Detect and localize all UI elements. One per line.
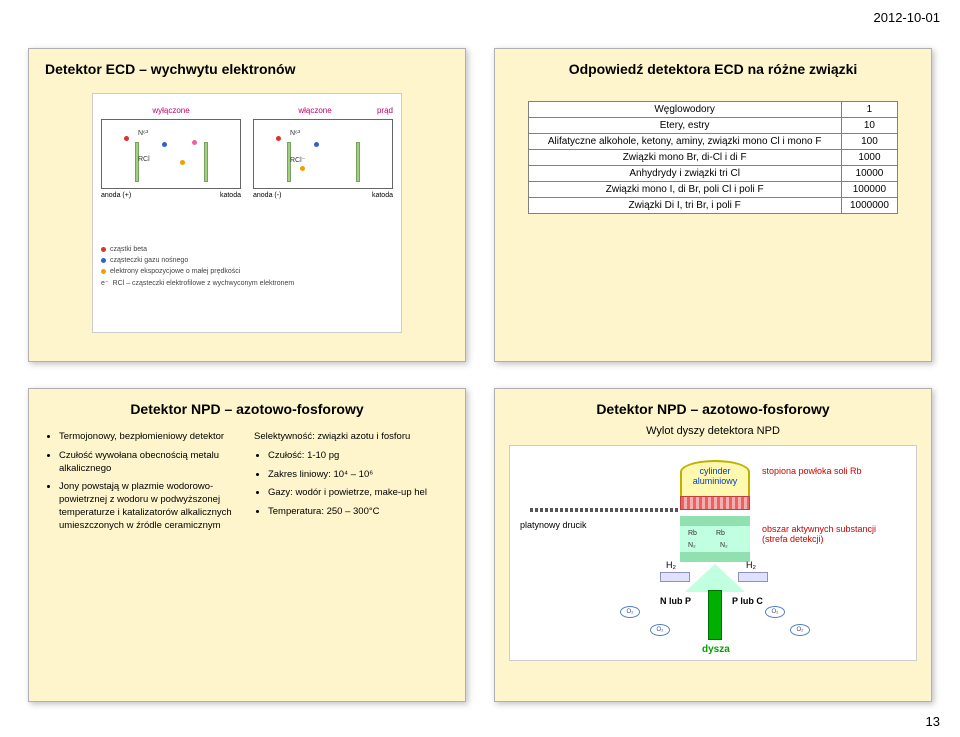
anode-label: anoda (+)	[101, 192, 131, 199]
o2-cloud-icon: O₂	[650, 624, 670, 636]
active-zone: Rb Rb N₂ N₂	[680, 516, 750, 562]
table-cell: 100	[841, 134, 898, 150]
legend-dot-icon	[101, 258, 106, 263]
table-row: Związki Di I, tri Br, i poli F1000000	[528, 198, 898, 214]
slide-title: Odpowiedź detektora ECD na różne związki	[495, 49, 931, 85]
nozzle-stem	[708, 590, 722, 640]
cone-shape	[685, 564, 745, 592]
table-row: Anhydrydy i związki tri Cl10000	[528, 166, 898, 182]
e-dot-icon	[300, 166, 305, 171]
table-cell: 1	[841, 102, 898, 118]
cathode-label: katoda	[220, 192, 241, 199]
electrode	[204, 142, 208, 182]
table-row: Związki mono Br, di-Cl i di F1000	[528, 150, 898, 166]
table-cell: Węglowodory	[528, 102, 841, 118]
n2-label: N₂	[688, 542, 696, 549]
o2-cloud-icon: O₂	[765, 606, 785, 618]
legend-bullet: e⁻	[101, 278, 109, 289]
list-item: Temperatura: 250 – 300°C	[268, 506, 449, 519]
table-cell: 1000	[841, 150, 898, 166]
table-row: Etery, estry10	[528, 118, 898, 134]
legend-text: cząsteczki gazu nośnego	[110, 255, 188, 266]
h2-tube-left	[660, 572, 690, 582]
pt-wire-label: platynowy drucik	[520, 520, 587, 530]
rb-label: Rb	[688, 530, 697, 537]
dysz-label: dysza	[702, 644, 730, 655]
response-table: Węglowodory1Etery, estry10Alifatyczne al…	[528, 101, 899, 214]
page-number: 13	[926, 714, 940, 729]
table-cell: Anhydrydy i związki tri Cl	[528, 166, 841, 182]
list-item: Zakres liniowy: 10⁴ – 10⁶	[268, 469, 449, 482]
slide-npd-diagram: Detektor NPD – azotowo-fosforowy Wylot d…	[494, 388, 932, 702]
legend-text: elektrony ekspozycjowe o małej prędkości	[110, 266, 240, 277]
cathode-label: katoda	[372, 192, 393, 199]
legend-dot-icon	[101, 247, 106, 252]
beta-dot-icon	[124, 136, 129, 141]
table-cell: 10000	[841, 166, 898, 182]
table-row: Alifatyczne alkohole, ketony, aminy, zwi…	[528, 134, 898, 150]
ecd-prad-label: prąd	[377, 106, 393, 115]
e-dot-icon	[180, 160, 185, 165]
table-row: Związki mono I, di Br, poli Cl i poli F1…	[528, 182, 898, 198]
ecd-diagram: wyłączone N⁶³ RCl anoda (+) katoda włącz…	[92, 93, 402, 333]
npd-diagram: Rb Rb N₂ N₂ O₂ O₂ O₂ O₂ cylinder alumini…	[509, 445, 917, 661]
table-cell: Związki mono Br, di-Cl i di F	[528, 150, 841, 166]
o2-cloud-icon: O₂	[620, 606, 640, 618]
active-label: obszar aktywnych substancji (strefa dete…	[762, 524, 912, 544]
list-item: Termojonowy, bezpłomieniowy detektor	[59, 431, 240, 444]
slide-title: Detektor NPD – azotowo-fosforowy	[29, 389, 465, 425]
rcl-dot-icon	[192, 140, 197, 145]
rb-coat-label: stopiona powłoka soli Rb	[762, 466, 912, 476]
electrode	[356, 142, 360, 182]
gas-dot-icon	[162, 142, 167, 147]
n63-label: N⁶³	[138, 130, 148, 137]
nlub-label: N lub P	[660, 596, 691, 606]
selectivity-heading: Selektywność: związki azotu i fosforu	[254, 431, 449, 444]
slide-npd-text: Detektor NPD – azotowo-fosforowy Termojo…	[28, 388, 466, 702]
rci-label: RCl⁻	[290, 156, 305, 164]
ecd-legend: cząstki beta cząsteczki gazu nośnego ele…	[101, 244, 294, 289]
table-cell: Związki mono I, di Br, poli Cl i poli F	[528, 182, 841, 198]
list-item: Czułość: 1-10 pg	[268, 450, 449, 463]
n63-label: N⁶³	[290, 130, 300, 137]
list-item: Jony powstają w plazmie wodorowo-powietr…	[59, 481, 240, 532]
n2-label: N₂	[720, 542, 728, 549]
list-item: Gazy: wodór i powietrze, make-up hel	[268, 487, 449, 500]
h2-tube-right	[738, 572, 768, 582]
page-date: 2012-10-01	[874, 10, 941, 25]
npd-col-left: Termojonowy, bezpłomieniowy detektor Czuł…	[45, 431, 240, 539]
slide-ecd-response: Odpowiedź detektora ECD na różne związki…	[494, 48, 932, 362]
slide-title: Detektor NPD – azotowo-fosforowy	[495, 389, 931, 425]
ecd-on-label: włączone	[253, 106, 377, 115]
slide-ecd-detector: Detektor ECD – wychwytu elektronów wyłąc…	[28, 48, 466, 362]
list-item: Czułość wywołana obecnością metalu alkal…	[59, 450, 240, 476]
table-cell: Etery, estry	[528, 118, 841, 134]
h2-label: H₂	[666, 560, 676, 570]
table-cell: 1000000	[841, 198, 898, 214]
rci-label: RCl	[138, 156, 150, 163]
h2-label: H₂	[746, 560, 756, 570]
ecd-off-label: wyłączone	[101, 106, 241, 115]
rb-coating-shape	[680, 496, 750, 510]
legend-text: RCl – cząsteczki elektrofilowe z wychwyc…	[113, 278, 295, 289]
table-cell: 10	[841, 118, 898, 134]
rb-label: Rb	[716, 530, 725, 537]
legend-dot-icon	[101, 269, 106, 274]
npd-col-right: Selektywność: związki azotu i fosforu Cz…	[254, 431, 449, 539]
anode-label: anoda (-)	[253, 192, 281, 199]
table-cell: Związki Di I, tri Br, i poli F	[528, 198, 841, 214]
platinum-wire	[530, 508, 680, 512]
o2-cloud-icon: O₂	[790, 624, 810, 636]
table-cell: Alifatyczne alkohole, ketony, aminy, zwi…	[528, 134, 841, 150]
slide-title: Detektor ECD – wychwytu elektronów	[29, 49, 465, 85]
legend-text: cząstki beta	[110, 244, 147, 255]
plub-label: P lub C	[732, 596, 763, 606]
cylinder-label: cylinder aluminiowy	[686, 466, 744, 486]
table-row: Węglowodory1	[528, 102, 898, 118]
table-cell: 100000	[841, 182, 898, 198]
npd-subtitle: Wylot dyszy detektora NPD	[509, 425, 917, 437]
gas-dot-icon	[314, 142, 319, 147]
beta-dot-icon	[276, 136, 281, 141]
